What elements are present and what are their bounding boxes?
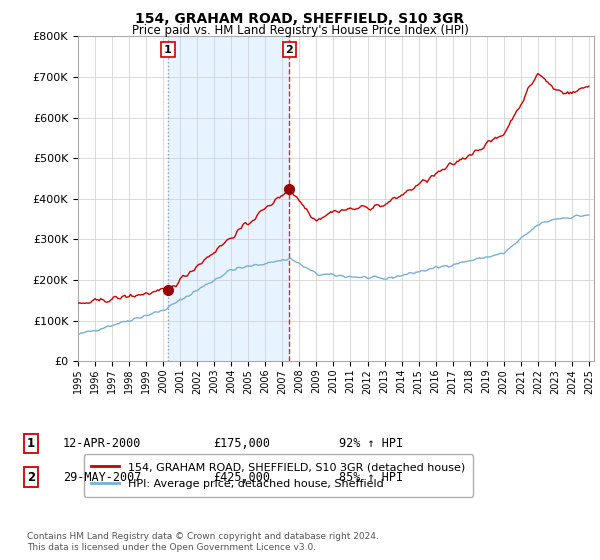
Text: 92% ↑ HPI: 92% ↑ HPI (339, 437, 403, 450)
Text: Contains HM Land Registry data © Crown copyright and database right 2024.
This d: Contains HM Land Registry data © Crown c… (27, 532, 379, 552)
Text: 2: 2 (286, 45, 293, 54)
Text: 1: 1 (164, 45, 172, 54)
Text: 2: 2 (27, 470, 35, 484)
Bar (168, 36, 289, 361)
Text: Price paid vs. HM Land Registry's House Price Index (HPI): Price paid vs. HM Land Registry's House … (131, 24, 469, 37)
Text: 1: 1 (27, 437, 35, 450)
Text: 154, GRAHAM ROAD, SHEFFIELD, S10 3GR: 154, GRAHAM ROAD, SHEFFIELD, S10 3GR (136, 12, 464, 26)
Text: 29-MAY-2007: 29-MAY-2007 (63, 470, 142, 484)
Text: £425,000: £425,000 (213, 470, 270, 484)
Legend: 154, GRAHAM ROAD, SHEFFIELD, S10 3GR (detached house), HPI: Average price, detac: 154, GRAHAM ROAD, SHEFFIELD, S10 3GR (de… (83, 455, 473, 497)
Text: £175,000: £175,000 (213, 437, 270, 450)
Text: 12-APR-2000: 12-APR-2000 (63, 437, 142, 450)
Text: 85% ↑ HPI: 85% ↑ HPI (339, 470, 403, 484)
